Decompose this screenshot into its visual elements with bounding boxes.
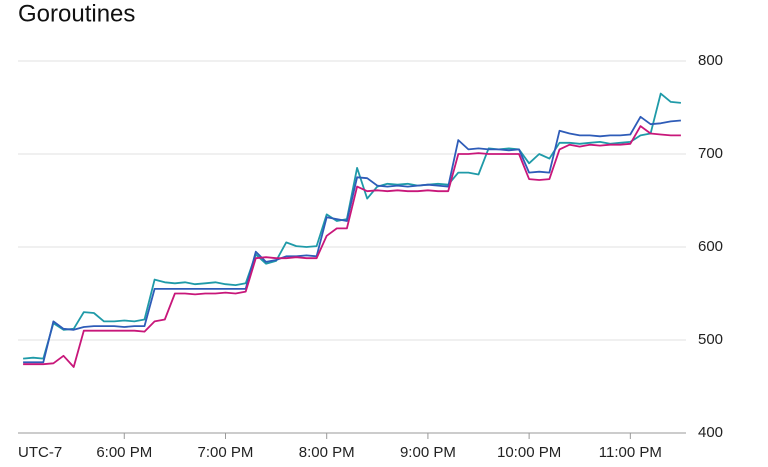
y-tick-label: 800 [698,52,723,69]
series-line [23,125,681,368]
y-tick-label: 700 [698,145,723,162]
y-tick-label: 500 [698,331,723,348]
x-tick-label: 8:00 PM [299,444,355,461]
y-tick-label: 400 [698,424,723,441]
y-tick-label: 600 [698,238,723,255]
x-tick-label: 7:00 PM [198,444,254,461]
x-tick-label: 10:00 PM [497,444,561,461]
series-line [23,92,681,360]
chart-title: Goroutines [18,0,135,27]
timezone-label: UTC-7 [18,444,62,461]
x-tick-label: 9:00 PM [400,444,456,461]
x-tick-label: 11:00 PM [599,444,662,461]
series-line [23,115,681,364]
x-tick-label: 6:00 PM [96,444,152,461]
